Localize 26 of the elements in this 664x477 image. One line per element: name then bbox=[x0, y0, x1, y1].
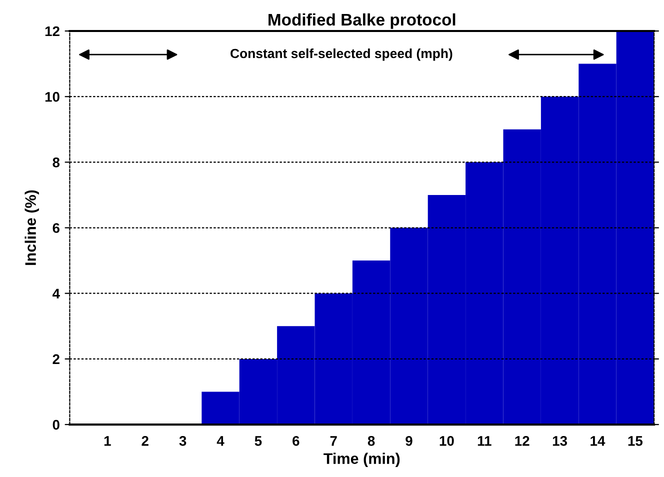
y-tick-label: 10 bbox=[45, 92, 60, 102]
x-tick-label: 13 bbox=[552, 436, 568, 446]
x-tick-label: 12 bbox=[515, 436, 530, 446]
x-tick-label: 8 bbox=[368, 436, 375, 446]
x-tick-label: 1 bbox=[104, 436, 111, 446]
y-axis-title: Incline (%) bbox=[24, 190, 39, 265]
y-tick-label: 4 bbox=[52, 288, 60, 298]
x-tick-label: 2 bbox=[142, 436, 148, 446]
y-tick-label: 2 bbox=[52, 354, 60, 364]
x-tick-label: 6 bbox=[292, 436, 300, 446]
x-tick-label: 11 bbox=[478, 436, 492, 446]
chart-title: Modified Balke protocol bbox=[268, 13, 456, 29]
x-tick-label: 10 bbox=[440, 436, 454, 446]
x-tick-label: 3 bbox=[179, 436, 186, 446]
annotation: Constant self-selected speed (mph) bbox=[230, 48, 452, 61]
y-tick-label: 6 bbox=[52, 223, 60, 233]
x-tick-label: 4 bbox=[216, 436, 224, 446]
x-axis-title: Time (min) bbox=[324, 452, 400, 467]
x-tick-label: 5 bbox=[254, 436, 262, 446]
y-tick-label: 0 bbox=[52, 420, 60, 430]
y-tick-label: 12 bbox=[45, 26, 60, 36]
x-tick-label: 9 bbox=[406, 436, 412, 446]
x-tick-label: 14 bbox=[590, 436, 606, 446]
x-tick-label: 7 bbox=[330, 436, 337, 446]
y-tick-label: 8 bbox=[52, 158, 60, 168]
x-tick-label: 15 bbox=[628, 436, 643, 446]
